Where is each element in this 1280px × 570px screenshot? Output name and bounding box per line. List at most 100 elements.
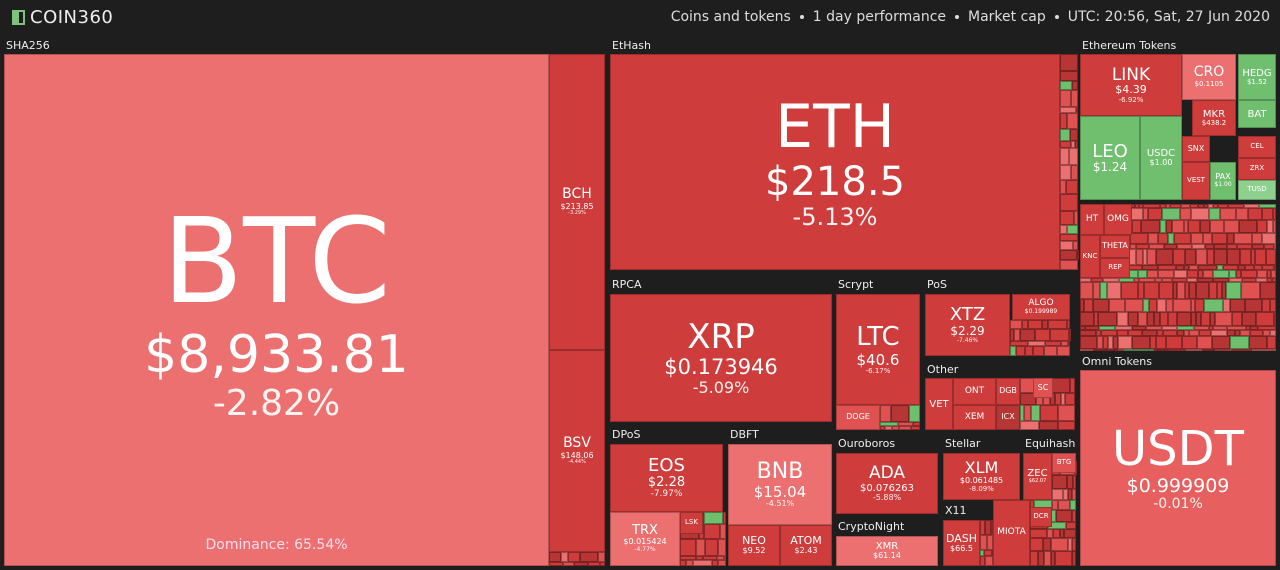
coin-price: $15.04 [753,482,807,501]
filler-tile [1263,330,1270,336]
coin-tile[interactable]: LINK $4.39 -6.92% [1080,54,1182,116]
coin-tile[interactable]: LTC $40.6 -6.17% [836,294,920,405]
filler-tile [680,539,696,556]
coin-tile[interactable]: VET [925,378,953,430]
filler-tile [1198,265,1217,270]
filler-tile [580,552,598,562]
coin-tile[interactable]: REP [1100,258,1130,278]
filler-tile [1097,336,1103,349]
coin-tile[interactable]: NEO $9.52 [728,525,780,566]
coin-tile[interactable]: KNC [1080,235,1100,278]
coin-tile[interactable]: DGB [996,378,1020,405]
filler-tile [1010,320,1022,329]
filler-tile [1237,244,1252,249]
filler-tile [1262,265,1274,270]
coin-change: -5.09% [692,378,750,398]
header-item[interactable]: Coins and tokens [670,9,791,25]
filler-tile [1202,349,1215,351]
coin-tile[interactable]: DCR [1030,507,1052,527]
group-label: DBFT [730,428,759,441]
coin-tile[interactable]: ONT [953,378,996,405]
filler-tile [911,426,920,430]
coin-tile[interactable]: ADA $0.076263 -5.88% [836,453,938,514]
coin-tile[interactable]: DOGE [836,405,880,430]
coin-tile[interactable]: BTC $8,933.81 -2.82% Dominance: 65.54% [4,54,549,566]
coin-tile[interactable]: USDT $0.999909 -0.01% [1080,370,1276,566]
coin-tile[interactable]: THETA [1100,235,1130,258]
coin-tile[interactable]: TRX $0.015424 -4.77% [610,512,680,566]
filler-tile [1060,241,1073,250]
filler-tile [1094,312,1098,326]
coin-tile[interactable]: XEM [953,405,996,430]
coin-tile[interactable]: ETH $218.5 -5.13% [610,54,1060,270]
filler-tile [1064,529,1076,538]
coin-tile[interactable]: ZEC $62.07 [1023,453,1052,500]
header-item[interactable]: 1 day performance [812,9,946,25]
coin-tile[interactable]: LEO $1.24 [1080,116,1140,200]
filler-tile [1091,278,1103,282]
filler-tile [1213,278,1229,282]
coin-tile[interactable]: CEL [1238,136,1276,158]
coin-change: -4.44% [568,459,586,466]
coin-tile[interactable]: BAT [1238,100,1276,128]
coin-symbol: MIOTA [997,527,1026,538]
group-label: Scrypt [838,278,874,291]
filler-tile [1060,148,1069,165]
filler-tile [1138,270,1147,278]
coin-tile[interactable]: XLM $0.061485 -8.09% [943,453,1020,500]
filler-tile [984,550,992,556]
coin-tile[interactable]: SC [1033,378,1053,398]
coin-symbol: USDC [1146,148,1176,160]
header-item[interactable]: UTC: 20:56, Sat, 27 Jun 2020 [1067,9,1270,25]
filler-tile [1195,299,1204,312]
coin-tile[interactable]: VEST [1182,162,1210,200]
coin-tile[interactable]: ALGO $0.199989 [1012,294,1070,320]
coin-tile[interactable]: ZRX [1238,158,1276,180]
coin-tile[interactable]: XTZ $2.29 -7.46% [925,294,1010,356]
coin-price: $213.85 [560,201,594,211]
coin-tile[interactable]: BSV $148.06 -4.44% [549,350,605,552]
coin-tile[interactable]: TUSD [1238,180,1276,200]
filler-tile [1227,233,1234,244]
filler-tile [1166,220,1172,233]
coin-tile[interactable]: MKR $438.2 [1192,100,1236,136]
coin-price: $148.06 [560,450,594,460]
coin-tile[interactable]: EOS $2.28 -7.97% [610,444,723,512]
filler-tile [1169,349,1186,351]
coin-tile[interactable]: SNX [1182,136,1210,162]
coin-tile[interactable]: CRO $0.1105 [1182,54,1236,100]
coin-tile[interactable]: LSK [680,512,703,534]
coin-tile[interactable]: MIOTA [993,500,1030,566]
filler-tile [1220,208,1236,220]
filler-tile [1154,349,1169,351]
filler-tile [1204,204,1208,208]
coin-tile[interactable]: XMR $61.14 [836,536,938,566]
coin-tile[interactable]: XRP $0.173946 -5.09% [610,294,832,422]
coin-tile[interactable]: PAX $1.00 [1210,162,1236,200]
header-item[interactable]: Market cap [968,9,1046,25]
filler-tile [600,562,605,566]
filler-tile [1118,336,1132,349]
coin-tile[interactable]: ICX [996,405,1020,430]
coin-symbol: USDT [1112,421,1244,478]
filler-tile [1214,249,1227,265]
coin-symbol: ONT [964,385,985,396]
coin-tile[interactable]: USDC $1.00 [1140,116,1182,200]
filler-tile [1118,349,1124,351]
coin-tile[interactable]: BNB $15.04 -4.51% [728,444,832,525]
coin-symbol: XRP [687,316,755,357]
filler-tile [704,524,720,539]
logo[interactable]: COIN360 [30,7,114,28]
coin-symbol: TRX [632,523,658,539]
coin-tile[interactable]: OMG [1104,204,1132,235]
coin-tile[interactable]: HT [1080,204,1104,235]
coin-tile[interactable]: BCH $213.85 -3.29% [549,54,605,350]
filler-tile [1142,265,1158,270]
group-label: EtHash [612,39,651,52]
filler-tile [1232,312,1242,326]
coin-tile[interactable]: ATOM $2.43 [780,525,832,566]
coin-tile[interactable]: BTG [1052,453,1076,473]
coin-tile[interactable]: HEDG $1.52 [1238,54,1276,100]
filler-tile [1060,129,1070,141]
coin-tile[interactable]: DASH $66.5 [943,520,980,566]
